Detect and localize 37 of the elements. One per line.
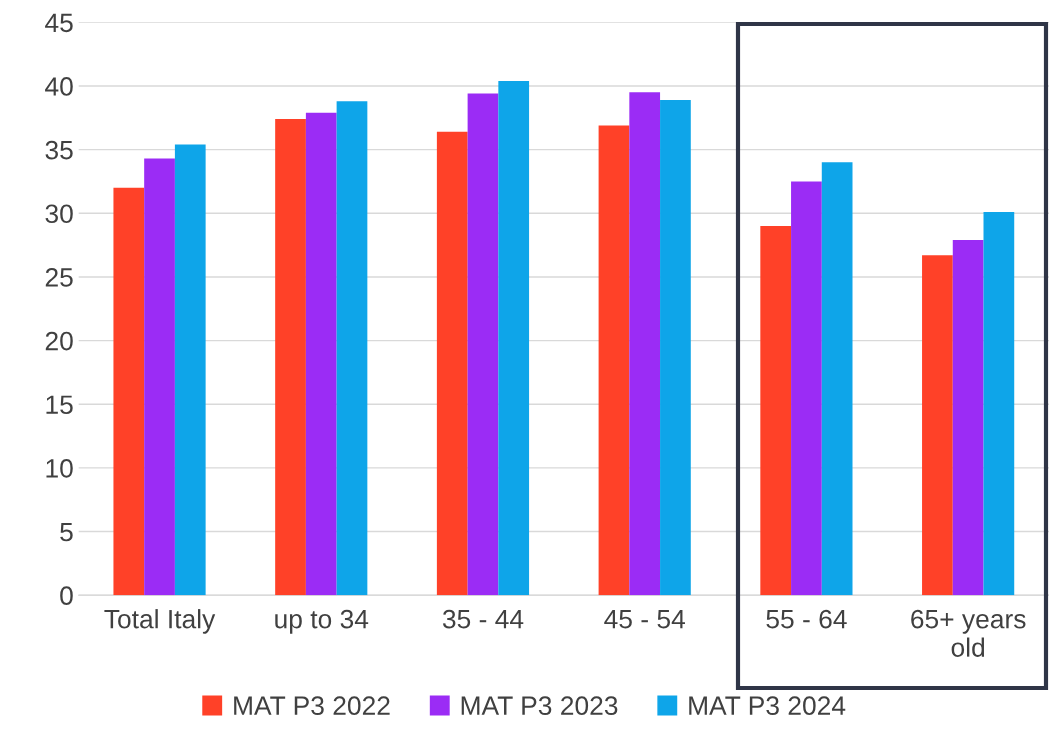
bar [467,93,499,596]
y-tick-label: 30 [45,204,73,224]
legend-label: MAT P3 2024 [689,696,846,716]
x-tick-label: Total Italy [104,609,216,634]
x-tick-label: 45 - 54 [604,610,686,629]
bar [113,187,145,596]
x-tick-label: 65+ years old [911,609,1026,657]
y-tick-label: 15 [46,395,73,415]
bar [791,181,822,596]
bar [821,162,853,596]
x-tick-label: 35 - 44 [442,609,524,629]
y-tick-label: 25 [45,268,73,287]
bar [144,158,175,596]
bar [660,99,691,596]
legend-label: MAT P3 2022 [234,696,390,716]
bar [174,144,206,596]
y-tick-label: 35 [45,140,73,160]
x-tick-label: up to 34 [275,609,369,634]
legend-label: MAT P3 2023 [461,696,618,716]
y-tick-label: 5 [60,522,73,542]
bar [952,240,984,596]
y-tick-label: 45 [45,13,73,33]
bar [983,212,1015,596]
bar [498,80,530,596]
bar [305,112,337,596]
y-tick-label: 20 [45,331,73,351]
y-tick-label: 40 [45,77,73,96]
bar [760,226,792,596]
bar [336,101,368,596]
x-tick-label: 55 - 64 [766,609,847,629]
y-tick-label: 10 [46,459,73,478]
bar [436,131,468,596]
y-tick-label: 0 [60,586,73,606]
bar [598,125,630,596]
bar [629,92,661,596]
bar [922,255,953,596]
bar [275,119,306,596]
